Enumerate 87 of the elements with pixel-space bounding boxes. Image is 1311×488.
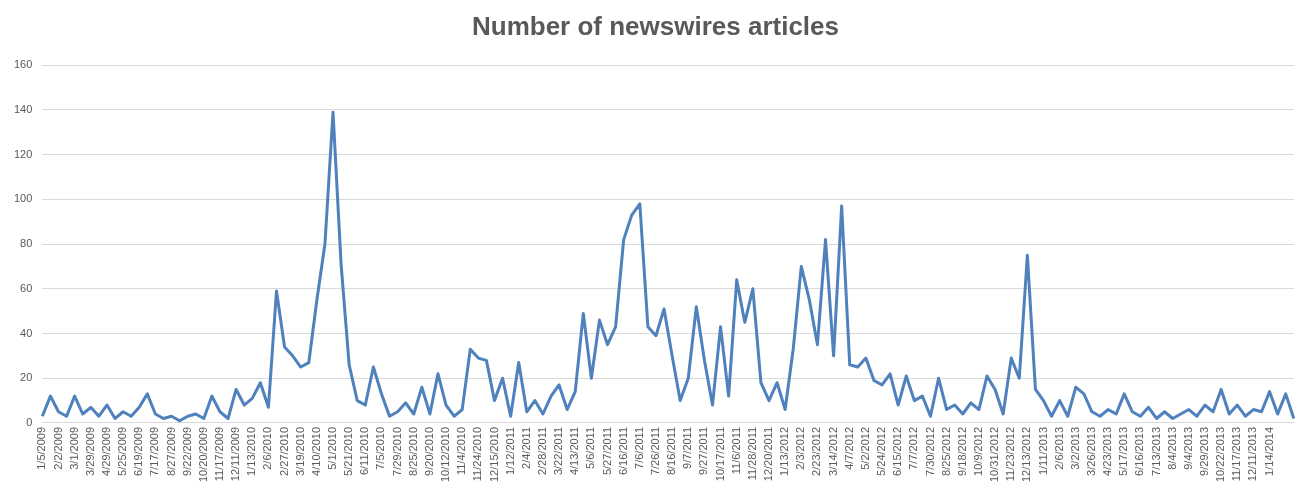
x-tick-label: 12/11/2013 bbox=[1246, 426, 1259, 482]
x-tick-label: 8/16/2011 bbox=[665, 426, 678, 476]
x-tick-label: 11/23/2012 bbox=[1004, 426, 1017, 482]
x-tick-label: 6/15/2012 bbox=[891, 426, 904, 476]
x-tick-label: 2/23/2012 bbox=[810, 426, 823, 476]
y-tick-label: 140 bbox=[13, 102, 33, 115]
y-tick-label: 120 bbox=[13, 147, 33, 160]
x-tick-label: 2/6/2010 bbox=[261, 426, 274, 470]
x-tick-label: 10/17/2011 bbox=[713, 426, 726, 482]
y-tick-label: 100 bbox=[13, 192, 33, 205]
x-tick-label: 11/17/2013 bbox=[1230, 426, 1243, 482]
y-tick-label: 60 bbox=[20, 281, 33, 294]
x-tick-label: 10/9/2012 bbox=[971, 426, 984, 476]
x-tick-label: 5/21/2010 bbox=[342, 426, 355, 476]
x-tick-label: 9/18/2012 bbox=[955, 426, 968, 476]
x-tick-label: 4/10/2010 bbox=[309, 426, 322, 476]
x-tick-label: 12/20/2011 bbox=[762, 426, 775, 482]
x-tick-label: 7/5/2010 bbox=[374, 426, 387, 470]
x-tick-label: 7/6/2011 bbox=[632, 426, 645, 469]
x-tick-label: 10/31/2012 bbox=[988, 426, 1001, 483]
x-tick-label: 4/29/2009 bbox=[99, 426, 112, 476]
y-tick-label: 160 bbox=[13, 58, 33, 71]
x-tick-label: 3/14/2012 bbox=[826, 426, 839, 476]
x-tick-label: 4/13/2011 bbox=[568, 426, 581, 476]
x-tick-label: 12/15/2010 bbox=[487, 426, 500, 483]
x-tick-label: 10/12/2010 bbox=[439, 426, 452, 483]
x-tick-label: 2/4/2011 bbox=[519, 426, 532, 469]
x-tick-label: 5/17/2013 bbox=[1117, 426, 1130, 476]
x-tick-label: 5/2/2012 bbox=[858, 426, 871, 470]
x-tick-label: 5/6/2011 bbox=[584, 426, 597, 469]
x-tick-label: 7/13/2013 bbox=[1149, 426, 1162, 476]
chart-title: Number of newswires articles bbox=[471, 10, 840, 41]
x-tick-label: 9/4/2013 bbox=[1181, 426, 1194, 470]
x-tick-label: 2/28/2011 bbox=[535, 426, 548, 476]
x-tick-label: 3/22/2011 bbox=[552, 426, 565, 476]
x-tick-label: 5/1/2010 bbox=[326, 426, 339, 470]
x-tick-label: 2/6/2013 bbox=[1052, 426, 1065, 470]
x-tick-label: 9/27/2011 bbox=[697, 426, 710, 476]
x-tick-label: 11/28/2011 bbox=[745, 426, 758, 481]
y-tick-label: 20 bbox=[20, 371, 33, 384]
x-tick-label: 11/17/2009 bbox=[213, 426, 226, 482]
x-tick-label: 5/25/2009 bbox=[116, 426, 129, 476]
x-tick-label: 8/4/2013 bbox=[1165, 426, 1178, 470]
y-tick-label: 40 bbox=[20, 326, 33, 339]
x-tick-label: 7/30/2012 bbox=[923, 426, 936, 476]
x-tick-label: 3/26/2013 bbox=[1084, 426, 1097, 476]
x-tick-label: 12/13/2012 bbox=[1020, 426, 1033, 483]
x-tick-label: 9/22/2009 bbox=[180, 426, 193, 476]
x-tick-label: 3/2/2013 bbox=[1068, 426, 1081, 470]
x-tick-label: 6/16/2011 bbox=[616, 426, 629, 476]
x-tick-label: 9/20/2010 bbox=[422, 426, 435, 476]
x-tick-label: 2/2/2009 bbox=[51, 426, 64, 470]
x-tick-label: 5/27/2011 bbox=[600, 426, 613, 476]
y-tick-label: 0 bbox=[26, 415, 33, 428]
x-tick-label: 4/23/2013 bbox=[1101, 426, 1114, 476]
y-tick-label: 80 bbox=[20, 237, 33, 250]
x-tick-label: 1/14/2014 bbox=[1262, 426, 1275, 476]
x-tick-label: 2/3/2012 bbox=[794, 426, 807, 470]
x-tick-label: 4/7/2012 bbox=[842, 426, 855, 470]
x-tick-label: 7/17/2009 bbox=[148, 426, 161, 476]
x-tick-label: 7/7/2012 bbox=[907, 426, 920, 470]
x-tick-label: 10/22/2013 bbox=[1214, 426, 1227, 483]
x-tick-label: 11/24/2010 bbox=[471, 426, 484, 482]
x-tick-label: 6/19/2009 bbox=[132, 426, 145, 476]
x-tick-label: 10/20/2009 bbox=[196, 426, 209, 483]
x-tick-label: 6/11/2010 bbox=[358, 426, 371, 476]
x-tick-label: 7/26/2011 bbox=[649, 426, 661, 476]
x-tick-label: 1/11/2013 bbox=[1036, 426, 1049, 476]
x-tick-label: 8/25/2010 bbox=[406, 426, 419, 476]
x-tick-label: 1/12/2011 bbox=[503, 426, 516, 476]
x-tick-label: 1/13/2012 bbox=[778, 426, 791, 476]
x-tick-label: 7/29/2010 bbox=[390, 426, 403, 476]
x-tick-label: 1/13/2010 bbox=[245, 426, 258, 476]
x-tick-label: 9/29/2013 bbox=[1198, 426, 1211, 476]
x-tick-label: 11/6/2011 bbox=[729, 426, 742, 475]
x-tick-label: 9/7/2011 bbox=[681, 426, 694, 469]
x-tick-label: 6/16/2013 bbox=[1133, 426, 1146, 476]
x-tick-label: 5/24/2012 bbox=[875, 426, 888, 476]
x-tick-label: 3/1/2009 bbox=[67, 426, 80, 470]
x-tick-label: 11/4/2010 bbox=[455, 426, 468, 476]
x-tick-label: 2/27/2010 bbox=[277, 426, 290, 476]
x-tick-label: 1/5/2009 bbox=[35, 426, 48, 470]
x-tick-label: 3/29/2009 bbox=[83, 426, 96, 476]
x-tick-label: 8/25/2012 bbox=[939, 426, 952, 476]
x-tick-label: 3/19/2010 bbox=[293, 426, 306, 476]
x-tick-label: 12/11/2009 bbox=[229, 426, 242, 482]
x-tick-label: 8/27/2009 bbox=[164, 426, 177, 476]
